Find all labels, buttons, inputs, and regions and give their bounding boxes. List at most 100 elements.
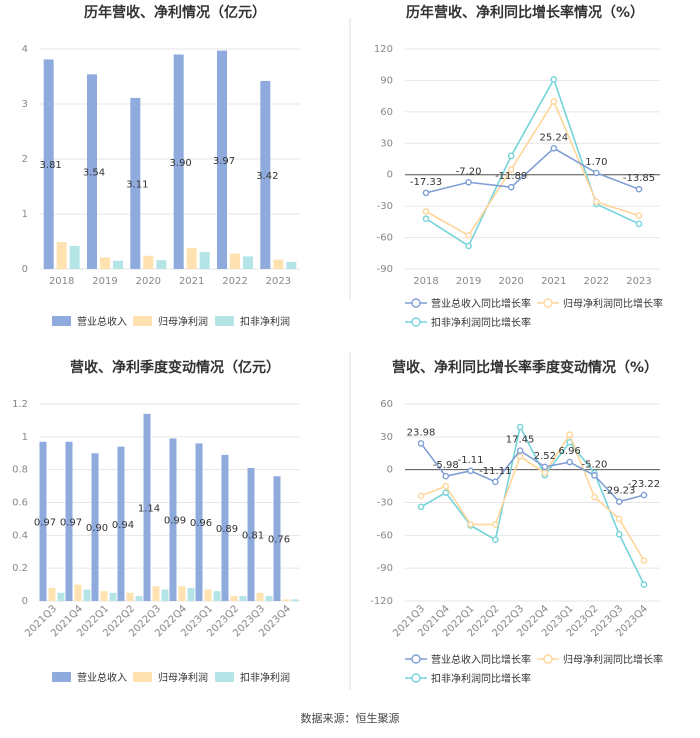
deducted-profit-bar — [83, 589, 91, 601]
deducted-profit-growth-point — [635, 220, 643, 228]
x-tick-label: 2020 — [498, 276, 523, 287]
revenue-bar — [260, 80, 271, 270]
revenue-bar — [217, 50, 227, 270]
revenue-growth-point — [566, 458, 573, 466]
revenue-bar — [130, 97, 141, 269]
bar-value-label: 3.97 — [213, 156, 235, 167]
bar-value-label: 3.90 — [170, 158, 192, 169]
point-value-label: 17.45 — [506, 435, 535, 446]
net-profit-growth-point — [591, 493, 598, 501]
net-profit-bar — [282, 599, 290, 601]
deducted-profit-bar — [265, 596, 273, 601]
point-value-label: -7.20 — [456, 166, 482, 177]
revenue-growth-point — [640, 491, 648, 499]
deducted-profit-bar — [161, 589, 169, 601]
net-profit-bar — [230, 253, 240, 269]
deducted-profit-bar — [243, 256, 253, 269]
y-tick-label: 4 — [22, 44, 28, 55]
quarterly-growth-rate-chart: 营收、净利同比增长率季度变动情况（%） -120 -90 -60 -30 0 30 60 23… — [370, 359, 663, 685]
deducted-profit-bar — [286, 261, 297, 269]
deducted-profit-growth-point — [442, 489, 450, 496]
bar-value-label: 0.99 — [164, 516, 186, 527]
legend-swatch — [133, 672, 152, 682]
revenue-bar — [39, 441, 47, 601]
bar-value-label: 0.97 — [60, 517, 82, 528]
point-value-label: 25.24 — [539, 132, 568, 143]
deducted-profit-growth-point — [507, 152, 515, 160]
revenue-growth-point — [417, 440, 425, 447]
legend-swatch — [133, 316, 152, 326]
legend-swatch — [52, 316, 71, 326]
net-profit-bar — [230, 596, 238, 601]
point-value-label: -23.22 — [628, 479, 660, 490]
revenue-growth-point — [492, 478, 499, 486]
legend-label: 扣非净利润 — [240, 315, 290, 328]
y-tick-label: 0 — [387, 465, 393, 476]
revenue-growth-point — [516, 447, 524, 454]
revenue-growth-point — [615, 498, 623, 505]
y-tick-label: 0 — [22, 264, 28, 275]
y-tick-label: -120 — [370, 596, 393, 607]
legend-marker — [411, 673, 421, 683]
revenue-growth-point — [465, 178, 472, 186]
net-profit-bar — [100, 591, 108, 601]
bar-value-label: 0.90 — [86, 523, 108, 534]
legend-label: 扣非净利润 — [240, 671, 290, 684]
net-profit-growth-point — [516, 453, 524, 460]
annual-revenue-profit-chart: 历年营收、净利情况（亿元） 0 1 2 3 4 3.81 3.54 3.11 3.90 3.97 3… — [22, 4, 300, 328]
revenue-growth-point — [541, 463, 549, 471]
y-tick-label: 60 — [380, 399, 393, 410]
legend-marker — [411, 298, 421, 308]
y-tick-label: 0 — [22, 596, 28, 607]
net-profit-growth-point — [417, 492, 425, 500]
net-profit-bar — [204, 589, 212, 601]
revenue-growth-point — [635, 185, 643, 193]
x-tick-label: 2020 — [136, 276, 161, 287]
point-value-label: 2.52 — [534, 451, 556, 462]
deducted-profit-bar — [109, 592, 117, 601]
x-tick-label: 2021 — [179, 276, 204, 287]
bar-value-label: 0.89 — [216, 524, 238, 535]
revenue-growth-point — [422, 189, 430, 197]
revenue-growth-point — [550, 144, 558, 152]
deducted-profit-bar — [156, 260, 167, 269]
bar-value-label: 3.54 — [83, 168, 105, 179]
deducted-profit-growth-point — [615, 530, 623, 538]
revenue-growth-point — [467, 467, 474, 475]
revenue-bar — [117, 446, 125, 601]
revenue-bar — [173, 54, 184, 269]
net-profit-bar — [126, 592, 134, 601]
bar-value-label: 0.81 — [242, 531, 264, 542]
deducted-profit-bar — [113, 260, 123, 269]
net-profit-growth-line — [425, 99, 640, 237]
point-value-label: -11.11 — [479, 466, 511, 477]
deducted-profit-growth-point — [550, 76, 558, 83]
x-tick-label: 2023 — [266, 276, 291, 287]
x-tick-label: 2019 — [92, 276, 117, 287]
bar-value-label: 3.81 — [40, 160, 62, 171]
bar-value-label: 0.97 — [34, 517, 56, 528]
legend-marker — [543, 298, 553, 308]
chart-title: 历年营收、净利情况（亿元） — [84, 4, 266, 21]
y-tick-label: -30 — [377, 498, 393, 509]
revenue-bar — [65, 441, 73, 601]
net-profit-growth-line — [420, 432, 645, 561]
revenue-bar — [169, 438, 177, 601]
deducted-profit-bar — [57, 592, 65, 601]
revenue-bar — [195, 443, 203, 601]
net-profit-bar — [152, 586, 160, 601]
net-profit-bar — [273, 259, 284, 269]
net-profit-growth-point — [541, 469, 549, 477]
y-tick-label: 120 — [374, 44, 393, 55]
net-profit-bar — [56, 242, 67, 269]
revenue-growth-line — [425, 147, 640, 194]
revenue-bar — [143, 413, 151, 601]
revenue-bar — [91, 453, 99, 601]
deducted-profit-bar — [135, 596, 143, 601]
revenue-bar — [273, 476, 281, 601]
deducted-profit-bar — [291, 599, 299, 601]
y-tick-label: -90 — [377, 563, 393, 574]
point-value-label: 6.96 — [559, 446, 581, 457]
